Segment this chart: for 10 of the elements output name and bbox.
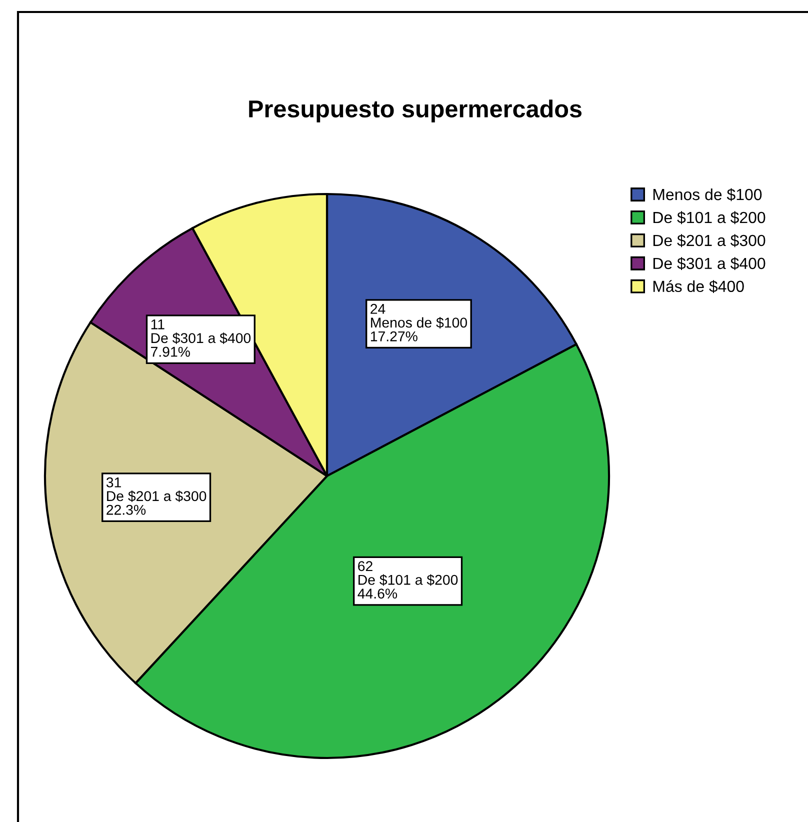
legend-label: De $301 a $400 xyxy=(653,257,766,270)
chart-title: Presupuesto supermercados xyxy=(249,100,582,122)
data-label: 31 De $201 a $300 22.3% xyxy=(106,477,206,515)
data-label: 11 De $301 a $400 7.91% xyxy=(151,319,251,357)
data-label: 62 De $101 a $200 44.6% xyxy=(358,561,458,599)
data-label: 24 Menos de $100 17.27% xyxy=(370,304,467,342)
legend-label: Menos de $100 xyxy=(653,188,762,202)
legend-label: De $101 a $200 xyxy=(653,211,766,224)
legend-label: De $201 a $300 xyxy=(653,234,766,248)
legend-label: Más de $400 xyxy=(653,280,744,293)
